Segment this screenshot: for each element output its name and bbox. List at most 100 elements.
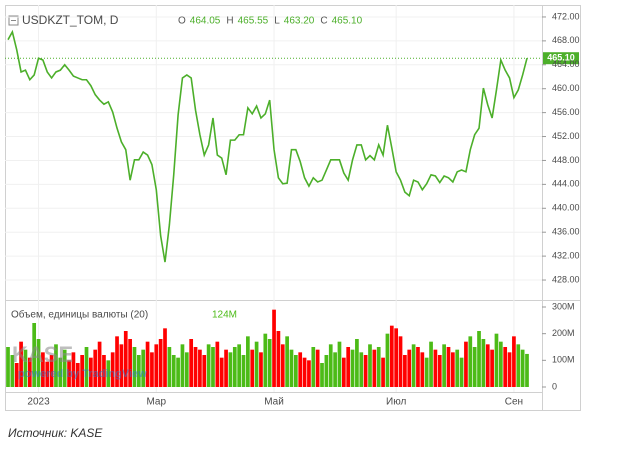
volume-bar bbox=[54, 344, 58, 387]
ohlc-value: 465.55 bbox=[238, 16, 269, 27]
volume-bar bbox=[132, 347, 137, 387]
volume-bar bbox=[446, 347, 451, 387]
volume-bar bbox=[136, 355, 141, 387]
volume-bar bbox=[110, 352, 115, 387]
x-tick-label: 2023 bbox=[27, 397, 50, 408]
volume-bar bbox=[97, 341, 102, 387]
volume-bar bbox=[119, 344, 124, 387]
volume-bar bbox=[106, 360, 111, 387]
volume-bar bbox=[403, 355, 407, 387]
volume-bar bbox=[215, 341, 220, 387]
volume-bar bbox=[263, 333, 268, 387]
volume-bar bbox=[455, 349, 460, 387]
volume-bar bbox=[158, 339, 163, 387]
volume-bar bbox=[498, 341, 503, 387]
volume-bar bbox=[23, 349, 28, 387]
volume-bar bbox=[289, 349, 294, 387]
volume-bar bbox=[337, 341, 342, 387]
ohlc-key: L bbox=[274, 16, 280, 27]
marks-layer bbox=[5, 29, 579, 387]
volume-bar bbox=[307, 360, 311, 387]
volume-bar bbox=[84, 347, 89, 387]
ohlc-value: 464.05 bbox=[190, 16, 221, 27]
volume-bar bbox=[115, 336, 119, 387]
volume-bar bbox=[429, 341, 433, 387]
volume-bar bbox=[145, 341, 150, 387]
volume-bar bbox=[102, 355, 106, 387]
volume-bar bbox=[276, 331, 281, 387]
volume-bar bbox=[285, 336, 289, 387]
volume-bar bbox=[150, 352, 154, 387]
x-tick-label: Сен bbox=[505, 397, 523, 408]
volume-bar bbox=[71, 352, 76, 387]
volume-bar bbox=[333, 352, 337, 387]
volume-bar bbox=[437, 355, 442, 387]
volume-bar bbox=[315, 349, 320, 387]
volume-bar bbox=[363, 355, 368, 387]
volume-bar bbox=[477, 331, 481, 387]
volume-bar bbox=[45, 361, 50, 387]
y-tick-label: 200M bbox=[552, 328, 575, 338]
volume-bar bbox=[232, 347, 237, 387]
volume-bar bbox=[494, 333, 499, 387]
volume-bar bbox=[241, 355, 246, 387]
volume-bar bbox=[433, 349, 438, 387]
volume-bar bbox=[27, 357, 32, 387]
volume-title: Объем, единицы валюты (20) bbox=[11, 309, 148, 321]
volume-bar bbox=[372, 349, 377, 387]
volume-bar bbox=[407, 349, 412, 387]
volume-bar bbox=[385, 333, 390, 387]
volume-bar bbox=[219, 357, 224, 387]
volume-bar bbox=[298, 352, 303, 387]
last-price-box bbox=[543, 52, 579, 65]
volume-bar bbox=[41, 352, 45, 387]
volume-bar bbox=[67, 360, 71, 387]
volume-bar bbox=[420, 352, 425, 387]
y-tick-label: 468.00 bbox=[552, 35, 580, 45]
volume-bar bbox=[468, 336, 473, 387]
volume-bar bbox=[189, 339, 194, 387]
volume-bar bbox=[224, 349, 228, 387]
volume-bar bbox=[75, 363, 80, 387]
volume-bar bbox=[62, 349, 67, 387]
symbol-title: USDKZT_TOM, D bbox=[22, 13, 119, 27]
volume-bar bbox=[507, 352, 512, 387]
volume-bar bbox=[503, 347, 508, 387]
volume-bar bbox=[228, 352, 233, 387]
volume-bar bbox=[381, 357, 385, 387]
volume-bar bbox=[324, 355, 329, 387]
x-tick-label: Июл bbox=[386, 397, 406, 408]
volume-bar bbox=[193, 347, 198, 387]
ohlc-key: O bbox=[178, 16, 186, 27]
volume-bar bbox=[328, 344, 333, 387]
volume-bar bbox=[302, 357, 307, 387]
volume-bar bbox=[472, 347, 477, 387]
volume-bar bbox=[250, 349, 255, 387]
volume-bar bbox=[163, 328, 167, 387]
y-tick-label: 436.00 bbox=[552, 227, 580, 237]
watermark-text: powered by TradingView bbox=[18, 368, 147, 380]
volume-bar bbox=[525, 353, 529, 387]
volume-bar bbox=[89, 357, 93, 387]
volume-bar bbox=[80, 355, 84, 387]
text-layer: USDKZT_TOM, D Объем, единицы валюты (20)… bbox=[8, 11, 580, 440]
volume-bar bbox=[246, 336, 250, 387]
source-note: Источник: KASE bbox=[8, 426, 103, 440]
volume-bar bbox=[198, 349, 202, 387]
volume-bar bbox=[442, 344, 446, 387]
y-tick-label: 300M bbox=[552, 301, 575, 311]
volume-bar bbox=[341, 357, 346, 387]
volume-bar bbox=[259, 352, 263, 387]
volume-bar bbox=[411, 344, 416, 387]
volume-bar bbox=[485, 344, 490, 387]
volume-bar bbox=[368, 344, 372, 387]
volume-bar bbox=[32, 323, 37, 387]
price-line bbox=[7, 29, 528, 263]
volume-bar bbox=[416, 347, 420, 387]
y-tick-label: 456.00 bbox=[552, 107, 580, 117]
volume-bar bbox=[394, 328, 399, 387]
volume-bar bbox=[154, 344, 159, 387]
y-tick-label: 448.00 bbox=[552, 155, 580, 165]
